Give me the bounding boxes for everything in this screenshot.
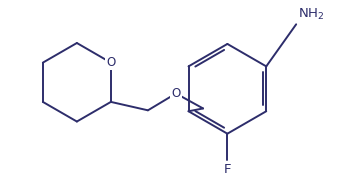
Text: NH$_2$: NH$_2$ (298, 6, 324, 21)
Text: F: F (224, 163, 231, 176)
Text: O: O (106, 56, 116, 69)
Text: O: O (171, 87, 180, 100)
